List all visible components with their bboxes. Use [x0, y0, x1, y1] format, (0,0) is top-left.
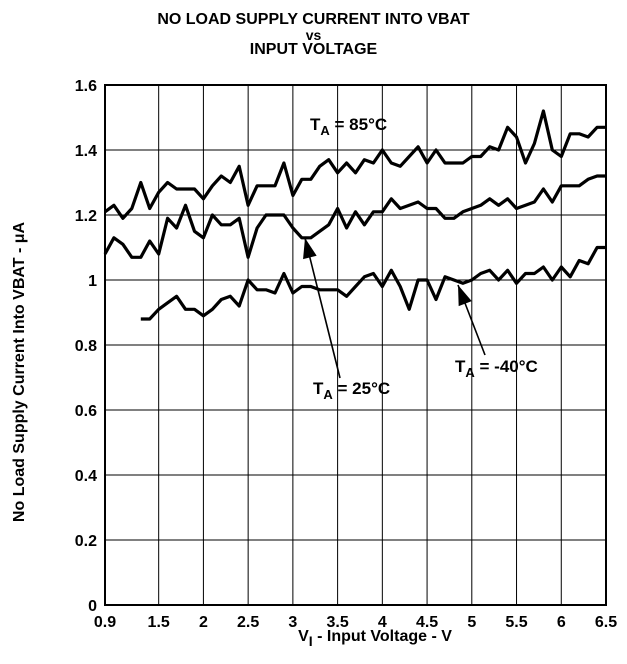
- series-lines: [103, 109, 606, 321]
- y-tick-label: 0.2: [75, 533, 97, 550]
- y-tick-label: 1.6: [75, 78, 97, 95]
- series-line-25c: [103, 174, 606, 259]
- x-tick-label: 3.5: [326, 614, 348, 631]
- y-tick-label: 0.6: [75, 403, 97, 420]
- series-label-85-rest: = 85°C: [330, 115, 387, 134]
- x-tick-label: 6.5: [595, 614, 617, 631]
- series-label-neg40-rest: = -40°C: [475, 357, 538, 376]
- x-tick-label: 2.5: [237, 614, 259, 631]
- y-tick-label: 0.4: [75, 468, 97, 485]
- arrow-25c-head: [303, 238, 317, 260]
- y-tick-label: 0: [88, 598, 97, 615]
- series-label-25: TA = 25°C: [313, 379, 390, 402]
- series-label-neg40: TA = -40°C: [455, 357, 538, 380]
- series-label-85-sub: A: [320, 123, 330, 138]
- series-line-neg40c: [140, 245, 606, 321]
- series-line-85c: [104, 109, 606, 220]
- arrow-neg40c-head: [458, 285, 472, 307]
- x-tick-label: 3: [288, 614, 297, 631]
- arrow-25c-line: [304, 237, 341, 379]
- y-tick-label: 1.4: [75, 143, 97, 160]
- y-tick-label: 1: [88, 273, 97, 290]
- x-axis-label-main: V: [298, 628, 309, 645]
- chart-title-line-2: vs: [305, 27, 322, 43]
- annotation-arrows: [303, 237, 486, 379]
- series-label-neg40-sub: A: [465, 365, 475, 380]
- x-tick-label: 2: [199, 614, 208, 631]
- x-tick-label: 4.5: [416, 614, 438, 631]
- series-label-85-main: T: [310, 115, 321, 134]
- chart-title-line-1: NO LOAD SUPPLY CURRENT INTO VBAT: [157, 11, 470, 28]
- y-axis-label: No Load Supply Current Into VBAT - μA: [11, 221, 28, 522]
- x-tick-label: 6: [557, 614, 566, 631]
- x-axis-label-rest: - Input Voltage - V: [313, 628, 453, 645]
- y-tick-label: 0.8: [75, 338, 97, 355]
- y-tick-label: 1.2: [75, 208, 97, 225]
- series-label-neg40-main: T: [455, 357, 466, 376]
- series-label-85: TA = 85°C: [310, 115, 387, 138]
- x-axis-label-sub: I: [309, 633, 313, 649]
- series-label-25-main: T: [313, 379, 324, 398]
- grid: [104, 84, 607, 606]
- x-tick-labels: 0.9 1.5 2 2.5 3 3.5 4 4.5 5 5.5 6 6.5: [94, 614, 617, 631]
- x-tick-label: 4: [378, 614, 387, 631]
- x-axis-label: VI - Input Voltage - V: [298, 628, 452, 649]
- series-label-25-rest: = 25°C: [333, 379, 390, 398]
- y-tick-labels: 0 0.2 0.4 0.6 0.8 1 1.2 1.4 1.6: [75, 78, 97, 615]
- plot-frame: [104, 84, 607, 606]
- x-tick-label: 5: [467, 614, 476, 631]
- x-tick-label: 5.5: [505, 614, 527, 631]
- x-tick-label: 0.9: [94, 614, 116, 631]
- chart-title-line-3: INPUT VOLTAGE: [249, 41, 378, 58]
- series-label-25-sub: A: [323, 387, 333, 402]
- x-tick-label: 1.5: [148, 614, 170, 631]
